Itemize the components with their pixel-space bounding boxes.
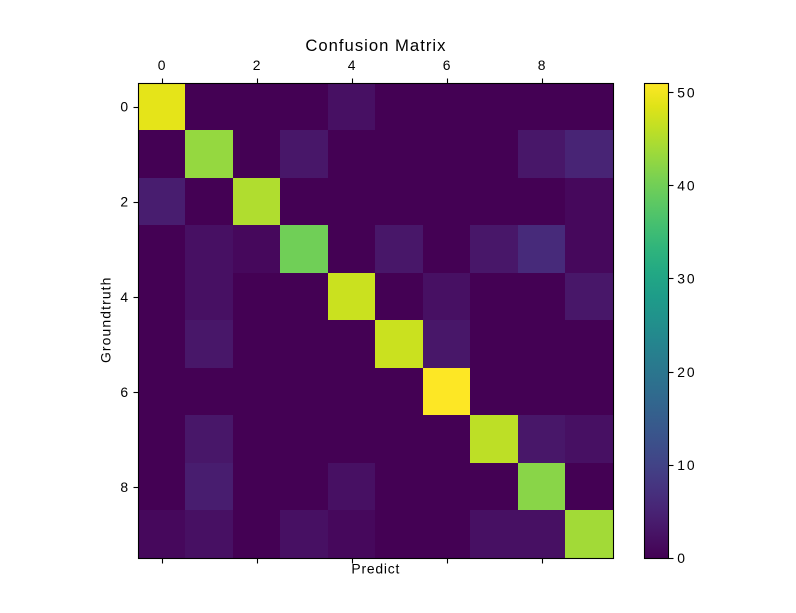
svg-text:0: 0 — [120, 99, 128, 115]
svg-text:20: 20 — [677, 364, 695, 380]
svg-text:50: 50 — [677, 84, 695, 100]
svg-text:2: 2 — [253, 57, 261, 73]
svg-text:Confusion Matrix: Confusion Matrix — [305, 36, 446, 55]
svg-text:30: 30 — [677, 271, 695, 287]
svg-text:2: 2 — [120, 194, 128, 210]
svg-text:4: 4 — [348, 57, 356, 73]
svg-text:40: 40 — [677, 177, 695, 193]
svg-text:4: 4 — [120, 289, 128, 305]
svg-text:6: 6 — [443, 57, 451, 73]
svg-text:8: 8 — [538, 57, 546, 73]
svg-text:8: 8 — [120, 479, 128, 495]
svg-text:0: 0 — [677, 550, 685, 566]
svg-text:10: 10 — [677, 457, 695, 473]
svg-text:6: 6 — [120, 384, 128, 400]
svg-text:Groundtruth: Groundtruth — [97, 278, 113, 363]
svg-text:Predict: Predict — [351, 561, 399, 577]
svg-text:0: 0 — [158, 57, 166, 73]
